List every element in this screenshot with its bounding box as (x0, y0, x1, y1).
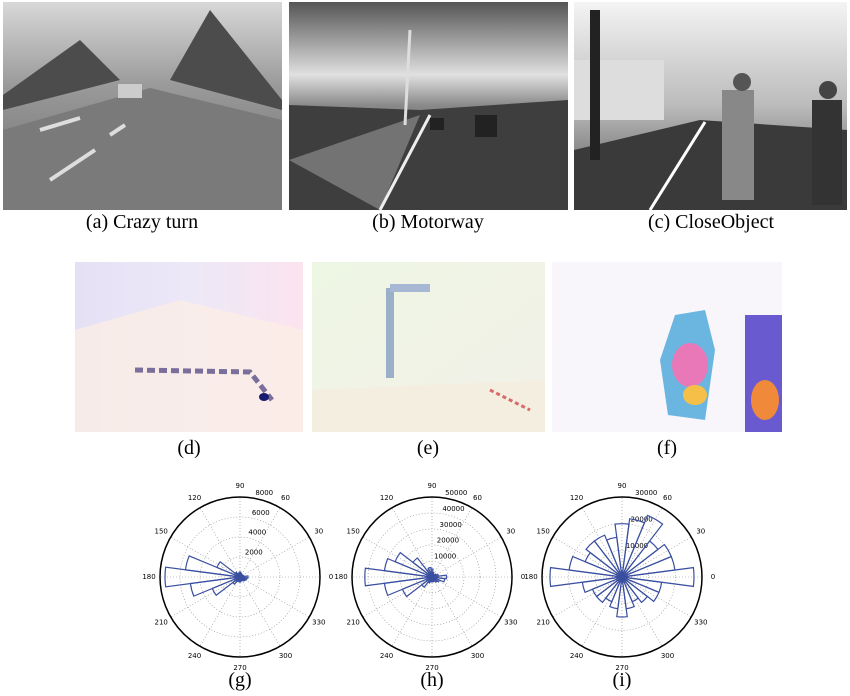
theta-tick-label: 240 (188, 652, 201, 660)
theta-tick-label: 90 (618, 482, 627, 490)
theta-tick-label: 150 (155, 528, 168, 536)
flow-image (75, 262, 303, 432)
r-tick-label: 20000 (437, 537, 459, 545)
theta-tick-label: 60 (473, 494, 482, 502)
caption: (c) CloseObject (648, 211, 775, 233)
r-tick-label: 4000 (248, 529, 266, 537)
theta-tick-label: 210 (347, 619, 360, 627)
theta-tick-label: 60 (281, 494, 290, 502)
r-tick-label: 2000 (245, 548, 263, 556)
theta-tick-label: 60 (663, 494, 672, 502)
caption: (i) (613, 669, 632, 691)
theta-tick-label: 90 (236, 482, 245, 490)
theta-tick-label: 0 (329, 573, 333, 581)
theta-tick-label: 210 (537, 619, 550, 627)
r-tick-label: 40000 (442, 505, 464, 513)
theta-tick-label: 30 (314, 528, 323, 536)
theta-tick-label: 30 (506, 528, 515, 536)
flow-image (312, 262, 545, 432)
r-tick-label: 30000 (440, 521, 462, 529)
caption: (b) Motorway (372, 211, 484, 233)
theta-tick-label: 120 (188, 494, 201, 502)
theta-tick-label: 150 (347, 528, 360, 536)
theta-tick-label: 300 (471, 652, 484, 660)
caption: (d) (177, 437, 200, 459)
theta-tick-label: 120 (570, 494, 583, 502)
photo (3, 2, 282, 210)
caption: (g) (228, 669, 251, 691)
theta-tick-label: 210 (155, 619, 168, 627)
r-tick-label: 30000 (635, 489, 657, 497)
flow-image (552, 262, 782, 432)
caption: (a) Crazy turn (86, 211, 198, 233)
theta-tick-label: 180 (334, 573, 347, 581)
theta-tick-label: 240 (380, 652, 393, 660)
caption: (e) (417, 437, 439, 459)
theta-tick-label: 120 (380, 494, 393, 502)
theta-tick-label: 90 (428, 482, 437, 490)
theta-tick-label: 180 (142, 573, 155, 581)
figure: (a) Crazy turn (b) Motorway (c) CloseObjec… (0, 0, 850, 696)
r-tick-label: 50000 (445, 489, 467, 497)
theta-tick-label: 330 (504, 619, 517, 627)
caption: (f) (657, 437, 677, 459)
theta-tick-label: 180 (524, 573, 537, 581)
caption: (h) (420, 669, 443, 691)
theta-tick-label: 240 (570, 652, 583, 660)
theta-tick-label: 330 (694, 619, 707, 627)
photo (289, 2, 568, 210)
r-tick-label: 10000 (626, 542, 648, 550)
photo (574, 2, 847, 210)
r-tick-label: 6000 (252, 509, 270, 517)
theta-tick-label: 330 (312, 619, 325, 627)
theta-tick-label: 300 (661, 652, 674, 660)
theta-tick-label: 0 (711, 573, 715, 581)
theta-tick-label: 150 (537, 528, 550, 536)
theta-tick-label: 300 (279, 652, 292, 660)
r-tick-label: 8000 (255, 489, 273, 497)
r-tick-label: 10000 (434, 552, 456, 560)
theta-tick-label: 30 (696, 528, 705, 536)
